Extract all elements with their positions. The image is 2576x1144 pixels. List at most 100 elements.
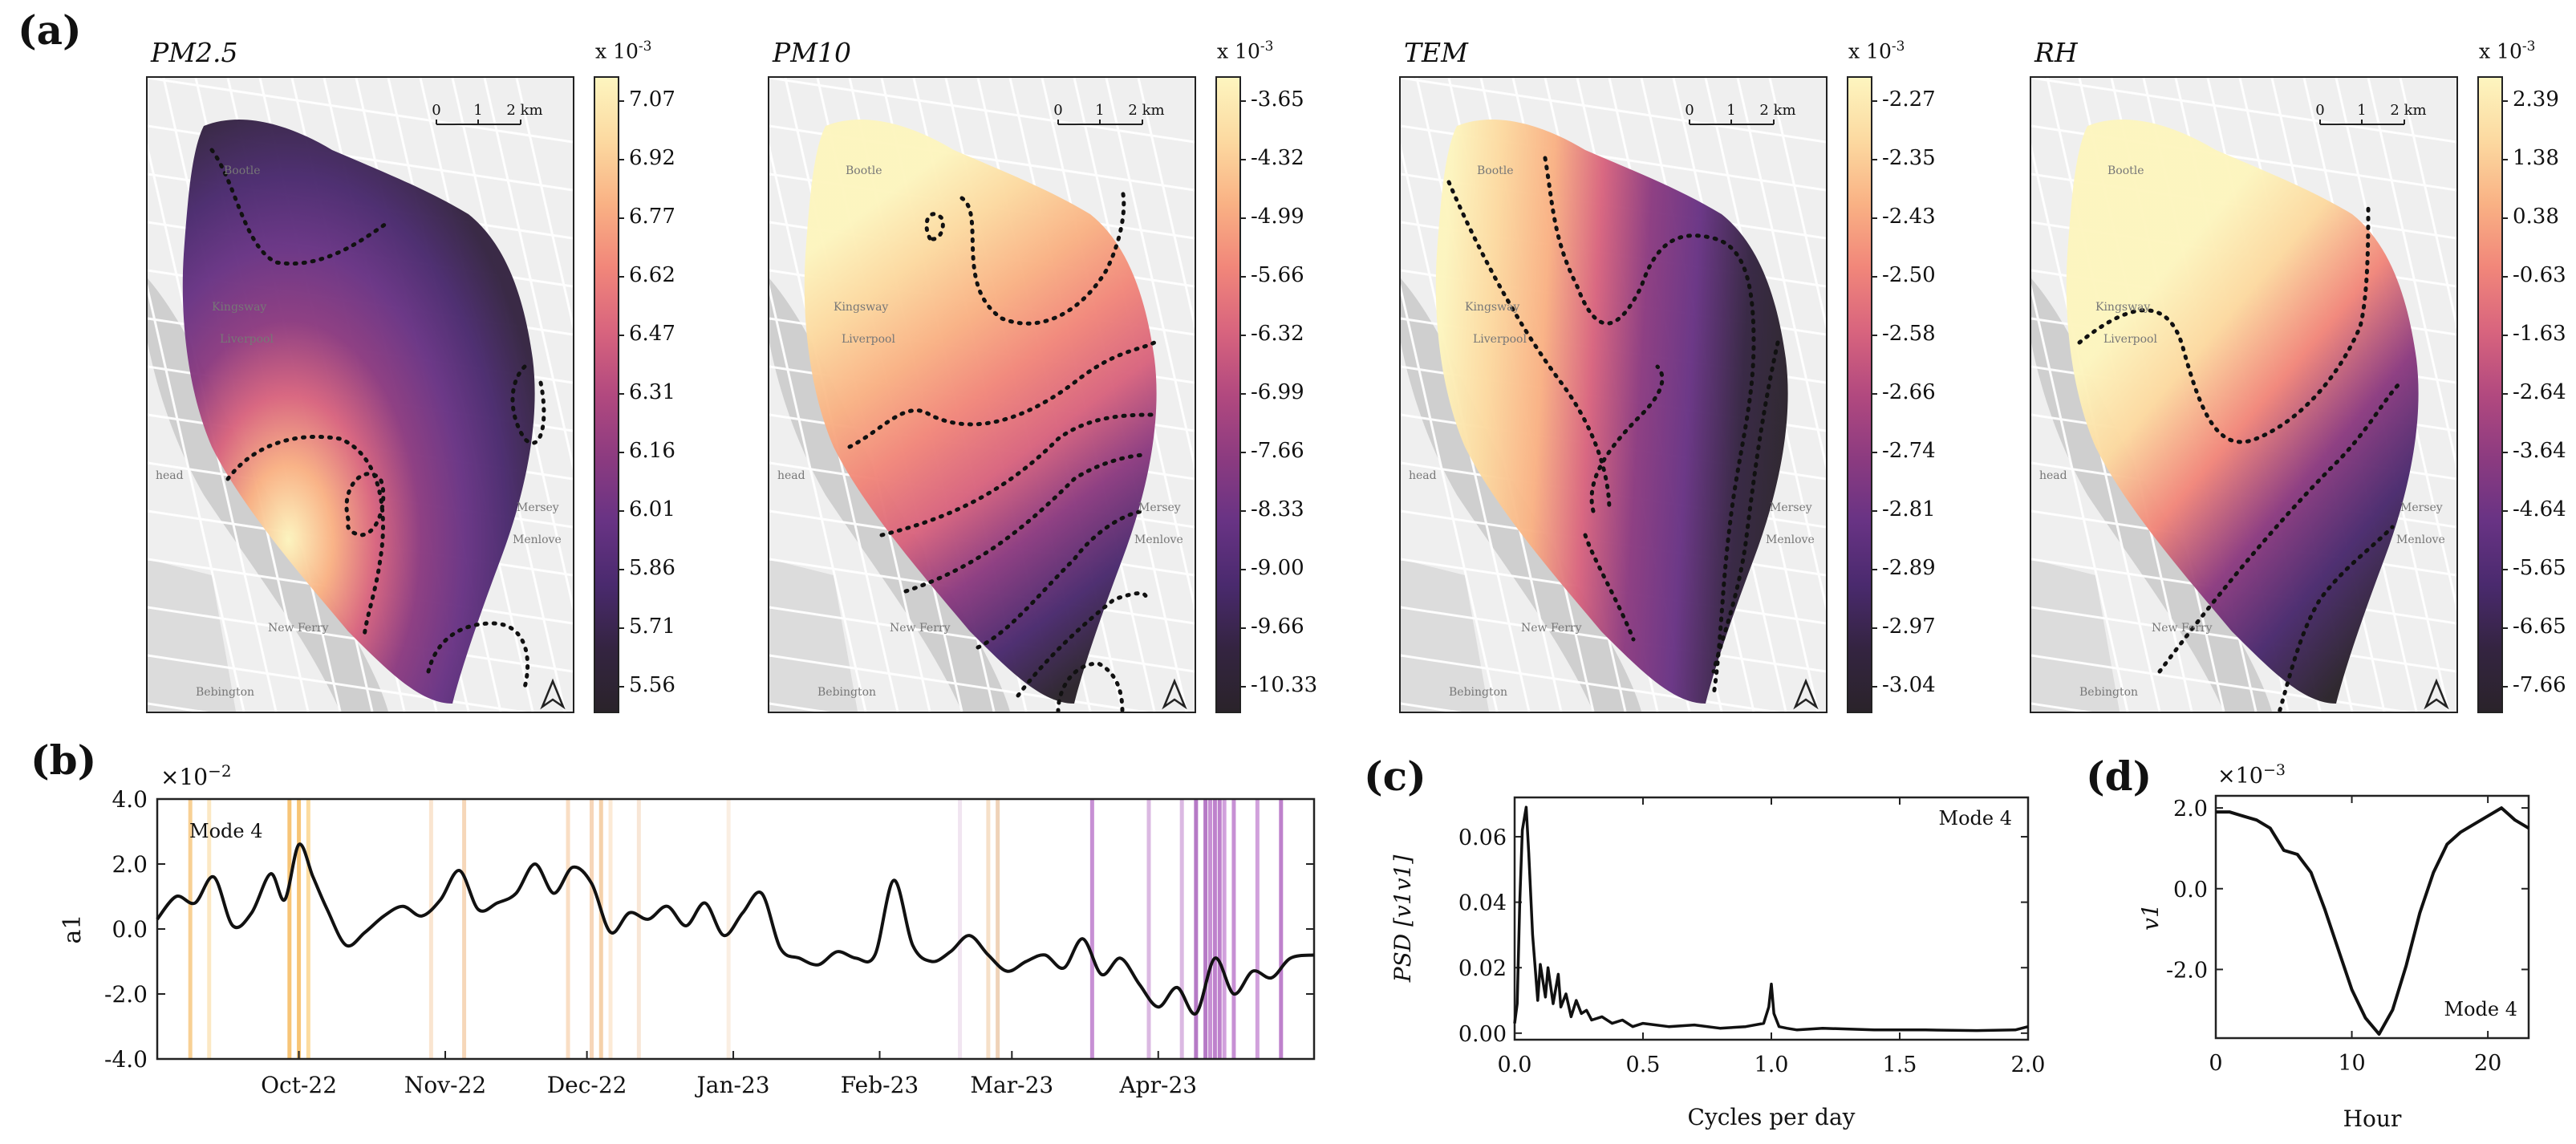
colorbar-tick-mark [2501, 217, 2508, 219]
colorbar-tick-mark [1871, 510, 1877, 512]
colorbar-tick-mark [618, 276, 624, 278]
colorbar-tick-mark [2501, 452, 2508, 453]
map-canvas: Bootle Kingsway Liverpool New Ferry Mersey Me… [2031, 78, 2456, 712]
colorbar-tick-mark [618, 393, 624, 395]
colorbar-tick: -2.81 [1882, 497, 1936, 521]
y-tick-label: 0.06 [1458, 826, 1507, 850]
contour-line [344, 472, 386, 538]
place-label: Liverpool [842, 333, 895, 346]
x-tick-label: 0 [2209, 1051, 2222, 1076]
y-tick-label: 0.0 [2173, 878, 2208, 903]
x-axis-label: Hour [2343, 1105, 2402, 1132]
x-tick-label: 10 [2338, 1051, 2365, 1076]
scale-label: 1 [1726, 102, 1735, 119]
colorbar-tick-mark [2501, 510, 2508, 512]
highlight-band [1194, 799, 1199, 1059]
y-tick-label: 2.0 [112, 851, 148, 878]
colorbar-tick-mark [2501, 569, 2508, 570]
x-tick-label: 0.5 [1626, 1053, 1661, 1077]
scale-label: 1 [473, 102, 482, 119]
x-axis-label: Cycles per day [1688, 1104, 1856, 1130]
colorbar-tick: -3.64 [2513, 439, 2566, 463]
colorbar-tick-mark [1239, 627, 1246, 629]
x-tick-label: Mar-23 [970, 1072, 1053, 1098]
place-label: Menlove [1766, 533, 1815, 546]
colorbar-tick: 1.38 [2513, 146, 2559, 170]
land-area [2031, 559, 2120, 712]
colorbar-tick-mark [1239, 100, 1246, 102]
y-tick-label: -4.0 [104, 1046, 148, 1073]
colorbar-tick-mark [1871, 627, 1877, 629]
place-label: New Ferry [890, 622, 951, 635]
highlight-band [428, 799, 433, 1059]
contour-lines [1446, 156, 1780, 698]
highlight-band [636, 799, 641, 1059]
colorbar-tick: 5.86 [629, 556, 675, 580]
colorbar-tick: -5.65 [2513, 556, 2566, 580]
place-label: New Ferry [268, 622, 329, 635]
place-label: Menlove [2396, 533, 2445, 546]
colorbar-exponent: x 10-3 [1217, 39, 1274, 63]
colorbar-tick-mark [1871, 452, 1877, 453]
interpolated-field [1435, 119, 1788, 704]
panel-label-a: (a) [18, 6, 82, 54]
colorbar-tick: 6.01 [629, 497, 675, 521]
colorbar [594, 76, 619, 713]
x-tick-label: 0.0 [1498, 1053, 1532, 1077]
interpolated-field [2066, 119, 2419, 704]
map-frame: Bootle Kingsway Liverpool New Ferry Mersey Me… [768, 76, 1196, 713]
land-area [148, 559, 236, 712]
colorbar-tick-mark [618, 569, 624, 570]
mode-annotation: Mode 4 [189, 820, 263, 842]
highlight-band [1146, 799, 1151, 1059]
place-label: Bebington [196, 686, 254, 699]
place-label: Mersey [517, 501, 559, 514]
land-area [1401, 559, 1489, 712]
contour-lines [2077, 204, 2403, 712]
colorbar-tick-mark [618, 335, 624, 336]
colorbar-tick: 6.47 [629, 322, 675, 346]
highlight-band [188, 799, 193, 1059]
map-canvas: Bootle Kingsway Liverpool New Ferry Mersey Me… [148, 78, 573, 712]
chart-c-psd: 0.06 0.04 0.02 0.00 0.0 0.5 1.0 1.5 2.0 Cycles pe… [1389, 796, 2045, 1130]
highlight-band [996, 799, 1000, 1059]
x-tick-label: 20 [2474, 1051, 2501, 1076]
y-tick-label: 0.0 [112, 916, 148, 943]
colorbar-tick: -6.65 [2513, 615, 2566, 639]
north-arrow-icon [1793, 678, 1819, 710]
colorbar-tick-mark [1239, 217, 1246, 219]
colorbar-exponent: x 10-3 [2479, 39, 2536, 63]
x-tick-label: 1.0 [1755, 1053, 1789, 1077]
scale-label: 2 km [506, 102, 542, 119]
place-label: head [777, 469, 805, 482]
colorbar-tick: -2.50 [1882, 263, 1936, 287]
highlight-band [608, 799, 613, 1059]
x-tick-label: Nov-22 [404, 1072, 486, 1098]
colorbar-tick-mark [1239, 335, 1246, 336]
highlight-band [207, 799, 212, 1059]
highlight-band [1089, 799, 1094, 1059]
place-label: Liverpool [220, 333, 274, 346]
colorbar-tick-mark [2501, 393, 2508, 395]
scale-label: 0 [1685, 102, 1694, 119]
contour-line [959, 188, 1126, 326]
colorbar-tick-mark [1239, 686, 1246, 688]
highlight-band [598, 799, 603, 1059]
highlight-band [958, 799, 963, 1059]
colorbar-tick: -2.66 [1882, 380, 1936, 404]
north-arrow-icon [2424, 678, 2449, 710]
mode-annotation: Mode 4 [1939, 807, 2013, 830]
x-tick-label: 1.5 [1883, 1053, 1917, 1077]
series-line-a1 [156, 842, 1315, 1016]
mode-annotation: Mode 4 [2444, 998, 2518, 1020]
scale-bar: 0 1 2 km [432, 102, 543, 125]
colorbar-tick: -2.35 [1882, 146, 1936, 170]
colorbar-tick: -2.89 [1882, 556, 1936, 580]
chart-b-time-series: 4.0 2.0 0.0 -2.0 -4.0 Oct-22 Nov-22 Dec-22 Jan-2… [59, 761, 1316, 1098]
colorbar-tick-mark [2501, 335, 2508, 336]
place-label: Bebington [817, 686, 876, 699]
colorbar-tick: -7.66 [1251, 439, 1304, 463]
map-canvas: Bootle Kingsway Liverpool New Ferry Mersey Me… [769, 78, 1195, 712]
map-frame: Bootle Kingsway Liverpool New Ferry Mersey Me… [1399, 76, 1828, 713]
colorbar-tick-mark [1871, 276, 1877, 278]
